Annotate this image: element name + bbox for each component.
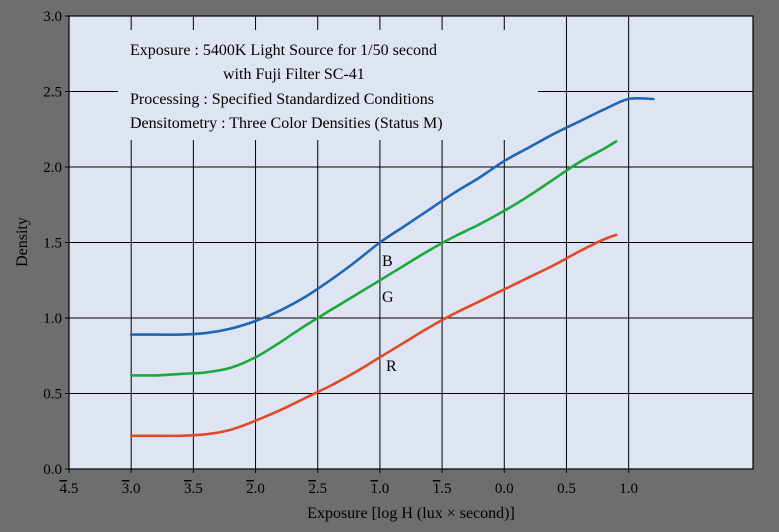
annotation-line-2: with Fuji Filter SC-41: [223, 66, 365, 83]
series-line-g: [129, 140, 618, 377]
x-tick-label-5: 1.0: [371, 481, 390, 497]
y-tick-label-4: 2.0: [43, 160, 62, 176]
x-axis-title: Exposure [log H (lux × second)]: [307, 505, 515, 522]
y-axis-ticks: 0.0 0.5 1.0 1.5 2.0 2.5 3.0: [43, 9, 69, 478]
series-lines: [129, 96, 655, 438]
x-tick-label-0: 4.5: [60, 481, 79, 497]
annotation-box: Exposure : 5400K Light Source for 1/50 s…: [118, 30, 538, 140]
x-tick-label-8: 0.5: [557, 481, 576, 497]
y-axis-title: Density: [14, 217, 31, 267]
series-line-r: [129, 233, 618, 438]
series-labels: B G R: [382, 253, 397, 375]
x-tick-label-6: 1.5: [433, 481, 452, 497]
annotation-line-3: Processing : Specified Standardized Cond…: [130, 91, 434, 108]
series-label-g: G: [382, 289, 394, 306]
series-line-b: [129, 96, 655, 337]
series-label-r: R: [386, 358, 397, 375]
x-tick-label-2: 3.5: [184, 481, 203, 497]
annotation-line-4: Densitometry : Three Color Densities (St…: [130, 115, 443, 132]
x-tick-label-9: 1.0: [619, 481, 638, 497]
y-tick-label-6: 3.0: [43, 9, 62, 25]
y-tick-label-1: 0.5: [43, 387, 62, 403]
annotation-background: [118, 30, 538, 140]
series-label-b: B: [382, 253, 393, 270]
x-tick-label-3: 2.0: [246, 481, 265, 497]
y-tick-label-5: 2.5: [43, 85, 62, 101]
y-tick-label-3: 1.5: [43, 236, 62, 252]
x-tick-label-1: 3.0: [122, 481, 141, 497]
x-axis-ticks: 4.5 3.0 3.5 2.0 2.5 1.0 1.5 0.0 0.5 1.0: [60, 469, 638, 497]
y-tick-label-2: 1.0: [43, 311, 62, 327]
x-tick-label-4: 2.5: [308, 481, 327, 497]
annotation-line-1: Exposure : 5400K Light Source for 1/50 s…: [130, 42, 437, 59]
x-tick-label-7: 0.0: [495, 481, 514, 497]
y-tick-label-0: 0.0: [43, 462, 62, 478]
